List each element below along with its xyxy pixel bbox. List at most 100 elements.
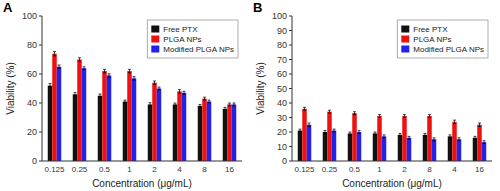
error-bar bbox=[153, 81, 156, 84]
y-tick-label: 70 bbox=[277, 55, 287, 65]
plot-area bbox=[298, 107, 487, 161]
error-bar bbox=[458, 138, 461, 141]
error-bar bbox=[403, 115, 406, 118]
error-bar bbox=[308, 123, 311, 126]
x-tick-label: 0.125 bbox=[294, 165, 315, 174]
y-tick bbox=[289, 103, 292, 104]
legend-label: Free PTX bbox=[163, 25, 198, 34]
error-bar bbox=[453, 120, 456, 123]
bar bbox=[102, 71, 107, 161]
y-tick bbox=[39, 45, 42, 46]
legend-label: Modified PLGA NPs bbox=[413, 45, 484, 54]
y-tick bbox=[289, 30, 292, 31]
legend: Free PTXPLGA NPsModified PLGA NPs bbox=[397, 20, 488, 58]
x-tick-label: 1 bbox=[127, 165, 132, 174]
error-bar bbox=[78, 58, 81, 61]
bar bbox=[123, 102, 128, 161]
bar bbox=[177, 91, 182, 161]
error-bar bbox=[183, 91, 186, 94]
y-tick-label: 20 bbox=[277, 127, 287, 137]
error-bar bbox=[203, 97, 206, 100]
error-bar bbox=[103, 69, 106, 72]
bar bbox=[157, 89, 162, 162]
x-tick-label: 16 bbox=[475, 165, 484, 174]
y-tick-label: 100 bbox=[272, 11, 287, 21]
error-bar bbox=[424, 133, 427, 136]
y-tick-label: 30 bbox=[277, 113, 287, 123]
error-bar bbox=[174, 103, 177, 106]
error-bar bbox=[53, 52, 56, 56]
y-tick bbox=[289, 45, 292, 46]
error-bar bbox=[228, 103, 231, 106]
y-tick bbox=[39, 132, 42, 133]
y-tick bbox=[289, 146, 292, 147]
bar bbox=[377, 116, 382, 161]
x-tick-label: 0.25 bbox=[322, 165, 338, 174]
y-tick-label: 100 bbox=[22, 11, 37, 21]
error-bar bbox=[303, 107, 306, 110]
error-bar bbox=[353, 112, 356, 115]
legend-swatch bbox=[151, 46, 159, 53]
y-tick-label: 60 bbox=[277, 69, 287, 79]
bar bbox=[298, 131, 303, 161]
y-tick bbox=[289, 161, 292, 162]
y-tick bbox=[39, 161, 42, 162]
y-tick bbox=[39, 103, 42, 104]
error-bar bbox=[299, 129, 302, 132]
bar bbox=[482, 142, 487, 161]
bar bbox=[148, 104, 153, 161]
error-bar bbox=[358, 131, 361, 134]
bar bbox=[373, 133, 378, 161]
y-tick-label: 40 bbox=[27, 98, 37, 108]
x-tick-label: 8 bbox=[427, 165, 432, 174]
y-tick bbox=[289, 132, 292, 133]
panel-label: A bbox=[3, 0, 13, 15]
error-bar bbox=[74, 93, 77, 96]
x-tick-label: 0.25 bbox=[72, 165, 88, 174]
bar bbox=[57, 67, 62, 161]
legend-swatch bbox=[151, 26, 159, 33]
y-tick-label: 80 bbox=[277, 40, 287, 50]
y-tick bbox=[39, 74, 42, 75]
error-bar bbox=[478, 123, 481, 126]
bar bbox=[302, 109, 307, 161]
bar bbox=[477, 125, 482, 161]
y-tick bbox=[289, 16, 292, 17]
y-tick-label: 90 bbox=[277, 26, 287, 36]
bar bbox=[107, 75, 112, 161]
error-bar bbox=[433, 138, 436, 141]
panel-label: B bbox=[253, 0, 262, 15]
y-tick bbox=[289, 117, 292, 118]
legend-swatch bbox=[401, 36, 409, 43]
x-tick-label: 0.5 bbox=[349, 165, 361, 174]
bar bbox=[182, 93, 187, 161]
bar bbox=[398, 135, 403, 161]
bar bbox=[473, 138, 478, 161]
x-tick-label: 1 bbox=[377, 165, 382, 174]
bar bbox=[73, 94, 78, 161]
x-tick-label: 0.5 bbox=[99, 165, 111, 174]
panel: 0204060801000.1250.250.5124816Concentrat… bbox=[3, 0, 242, 189]
bar bbox=[402, 116, 407, 161]
error-bar bbox=[208, 100, 211, 103]
bar bbox=[82, 68, 87, 161]
y-tick-label: 20 bbox=[27, 127, 37, 137]
bar bbox=[198, 106, 203, 161]
bar bbox=[52, 54, 57, 161]
bar bbox=[152, 83, 157, 161]
bar bbox=[332, 131, 337, 161]
x-tick-label: 4 bbox=[177, 165, 182, 174]
y-tick bbox=[39, 16, 42, 17]
error-bar bbox=[333, 129, 336, 132]
error-bar bbox=[378, 115, 381, 118]
bar bbox=[173, 104, 178, 161]
bar bbox=[357, 132, 362, 161]
error-bar bbox=[449, 135, 452, 138]
error-bar bbox=[474, 136, 477, 139]
error-bar bbox=[349, 132, 352, 135]
legend-swatch bbox=[401, 46, 409, 53]
x-axis-label: Concentration (μg/mL) bbox=[342, 178, 442, 189]
bar bbox=[348, 133, 353, 161]
error-bar bbox=[428, 115, 431, 118]
legend-label: PLGA NPs bbox=[163, 35, 201, 44]
